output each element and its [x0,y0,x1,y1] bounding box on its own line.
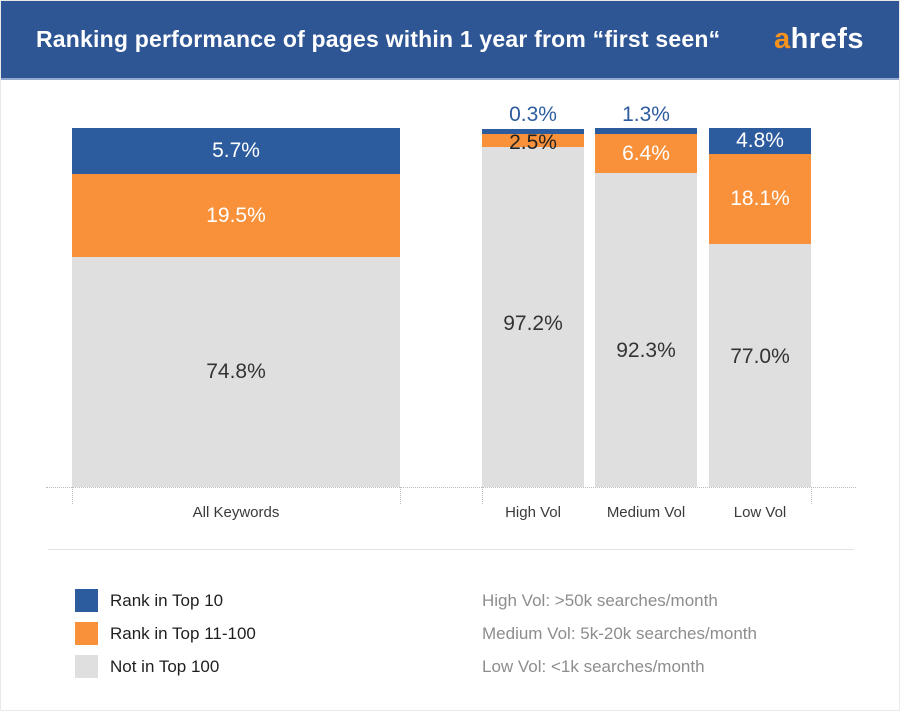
segment-not-in-top-100 [595,173,697,487]
axis-tick [811,487,812,504]
above-bar-value-label: 1.3% [622,103,670,126]
segment-rank-in-top-10 [595,128,697,134]
header: Ranking performance of pages within 1 ye… [1,1,899,80]
segment-rank-in-top-11-100: 6.4% [595,134,697,173]
value-label: 18.1% [730,187,790,210]
bar-low-vol: 4.8% 18.1% [709,128,811,487]
category-label-low-vol: Low Vol [733,504,787,521]
category-label-all-keywords: All Keywords [192,504,280,521]
legend-label: Rank in Top 11-100 [110,623,256,643]
bar-all-keywords: 5.7% 19.5% [72,128,400,487]
ahrefs-logo: ahrefs [774,23,864,56]
legend-item-not-top100: Not in Top 100 [75,655,256,678]
page-title: Ranking performance of pages within 1 ye… [36,26,721,52]
value-label: 6.4% [622,141,670,165]
logo-accent-letter: a [773,23,791,55]
bar-medium-vol: 6.4% [595,128,697,487]
section-divider [48,549,854,550]
bar-high-vol [482,129,584,487]
segment-not-in-top-100 [72,257,400,487]
segment-rank-in-top-10: 5.7% [72,128,400,174]
legend-item-top10: Rank in Top 10 [75,589,256,612]
legend-label: Not in Top 100 [110,656,220,676]
stacked-bar-chart: 5.7% 19.5% 74.8% All Keywords 0.3% 2.5% 97.2% H… [1,82,899,542]
segment-rank-in-top-11-100 [482,134,584,147]
legend-swatch-gray [75,655,98,678]
segment-rank-in-top-11-100: 18.1% [709,154,811,244]
x-axis-line [46,487,856,488]
segment-not-in-top-100 [709,244,811,487]
axis-tick [400,487,401,504]
axis-tick [72,487,73,504]
axis-tick [482,487,483,504]
note-medium-vol: Medium Vol: 5k-20k searches/month [482,623,757,643]
category-label-medium-vol: Medium Vol [606,504,686,521]
volume-definitions: High Vol: >50k searches/month Medium Vol… [482,589,757,688]
legend-swatch-blue [75,589,98,612]
segment-rank-in-top-10 [482,129,584,134]
note-high-vol: High Vol: >50k searches/month [482,590,718,610]
above-bar-value-label: 0.3% [509,103,557,126]
legend: Rank in Top 10 Rank in Top 11-100 Not in… [75,589,256,688]
legend-item-top11-100: Rank in Top 11-100 [75,622,256,645]
value-label: 5.7% [212,139,260,162]
legend-swatch-orange [75,622,98,645]
legend-label: Rank in Top 10 [110,590,224,610]
segment-rank-in-top-11-100: 19.5% [72,174,400,257]
note-low-vol: Low Vol: <1k searches/month [482,656,705,676]
logo-rest: hrefs [790,23,864,55]
segment-rank-in-top-10: 4.8% [709,128,811,154]
value-label: 4.8% [736,129,784,152]
category-label-high-vol: High Vol [505,504,561,521]
value-label: 19.5% [206,203,266,227]
segment-not-in-top-100 [482,147,584,487]
